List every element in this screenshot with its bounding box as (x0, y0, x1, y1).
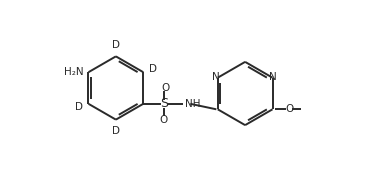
Text: S: S (160, 97, 168, 110)
Text: D: D (75, 102, 83, 112)
Text: O: O (161, 83, 169, 93)
Text: D: D (112, 126, 120, 136)
Text: D: D (149, 64, 157, 74)
Text: D: D (112, 40, 120, 50)
Text: O: O (285, 104, 293, 114)
Text: N: N (212, 72, 220, 82)
Text: NH: NH (185, 99, 201, 109)
Text: H₂N: H₂N (64, 67, 84, 77)
Text: O: O (160, 115, 168, 125)
Text: N: N (269, 72, 277, 82)
